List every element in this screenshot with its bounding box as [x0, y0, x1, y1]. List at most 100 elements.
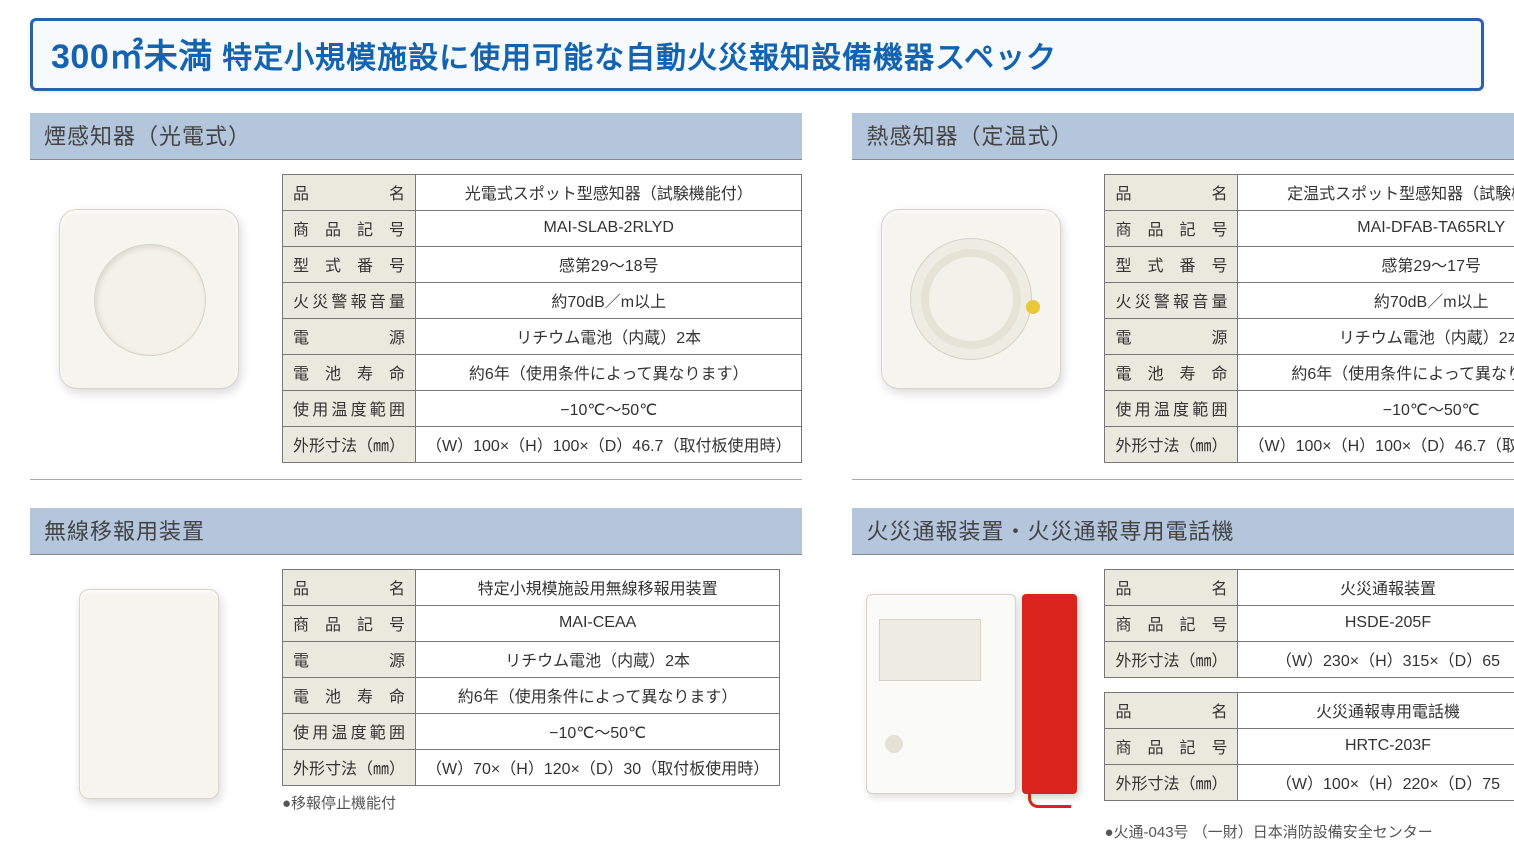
spec-table-relay: 品 名特定小規模施設用無線移報用装置 商 品 記 号MAI-CEAA 電 源リチ…: [282, 569, 780, 786]
spec-value: リチウム電池（内蔵）2本: [1238, 319, 1514, 355]
spec-table-smoke: 品 名光電式スポット型感知器（試験機能付） 商 品 記 号MAI-SLAB-2R…: [282, 174, 802, 463]
table-row: 電 源リチウム電池（内蔵）2本: [1105, 319, 1514, 355]
product-image-heat: [852, 174, 1090, 424]
spec-value: リチウム電池（内蔵）2本: [416, 642, 780, 678]
subheading-smoke: 煙感知器（光電式）: [30, 113, 802, 160]
table-row: 火災警報音量約70dB／m以上: [1105, 283, 1514, 319]
product-image-alarm: [852, 569, 1090, 819]
table-row: 外形寸法（㎜）（W）230×（H）315×（D）65: [1105, 642, 1514, 678]
spec-label: 商 品 記 号: [283, 606, 416, 642]
smoke-detector-icon: [59, 209, 239, 389]
spec-value: 感第29～17号: [1238, 247, 1514, 283]
spec-table-alarm-phone: 品 名火災通報専用電話機 商 品 記 号HRTC-203F 外形寸法（㎜）（W）…: [1104, 692, 1514, 801]
table-row: 品 名火災通報装置: [1105, 570, 1514, 606]
table-row: 使用温度範囲−10℃～50℃: [283, 391, 802, 427]
subheading-alarm: 火災通報装置・火災通報専用電話機: [852, 508, 1514, 555]
spec-label: 外形寸法（㎜）: [283, 750, 416, 786]
table-row: 電 池 寿 命約6年（使用条件によって異なります）: [1105, 355, 1514, 391]
panel-wireless-relay: 無線移報用装置 品 名特定小規模施設用無線移報用装置 商 品 記 号MAI-CE…: [30, 508, 802, 842]
spec-label: 外形寸法（㎜）: [283, 427, 416, 463]
alarm-panel-icon: [866, 594, 1016, 794]
table-row: 品 名定温式スポット型感知器（試験機能付）: [1105, 175, 1514, 211]
spec-value: （W）70×（H）120×（D）30（取付板使用時）: [416, 750, 780, 786]
spec-value: 約6年（使用条件によって異なります）: [1238, 355, 1514, 391]
table-row: 品 名火災通報専用電話機: [1105, 693, 1514, 729]
product-image-relay: [30, 569, 268, 819]
title-area-num: 300㎡未満: [51, 38, 213, 76]
spec-label: 電 池 寿 命: [1105, 355, 1238, 391]
spec-label: 型 式 番 号: [283, 247, 416, 283]
spec-value: 特定小規模施設用無線移報用装置: [416, 570, 780, 606]
spec-label: 商 品 記 号: [1105, 729, 1238, 765]
title-rest: 特定小規模施設に使用可能な自動火災報知設備機器スペック: [213, 42, 1057, 75]
relay-device-icon: [79, 589, 219, 799]
divider: [852, 479, 1514, 480]
table-row: 商 品 記 号MAI-DFAB-TA65RLY: [1105, 211, 1514, 247]
spec-label: 電 池 寿 命: [283, 678, 416, 714]
heat-detector-icon: [881, 209, 1061, 389]
table-row: 外形寸法（㎜）（W）100×（H）100×（D）46.7（取付板使用時）: [1105, 427, 1514, 463]
red-phone-icon: [1022, 594, 1077, 794]
spec-label: 電 池 寿 命: [283, 355, 416, 391]
product-image-smoke: [30, 174, 268, 424]
spec-table-heat: 品 名定温式スポット型感知器（試験機能付） 商 品 記 号MAI-DFAB-TA…: [1104, 174, 1514, 463]
spec-label: 品 名: [1105, 570, 1238, 606]
spec-label: 外形寸法（㎜）: [1105, 765, 1238, 801]
spec-label: 電 源: [283, 642, 416, 678]
spec-label: 使用温度範囲: [283, 391, 416, 427]
spec-label: 品 名: [1105, 175, 1238, 211]
table-row: 火災警報音量約70dB／m以上: [283, 283, 802, 319]
spec-value: 定温式スポット型感知器（試験機能付）: [1238, 175, 1514, 211]
spec-value: −10℃～50℃: [1238, 391, 1514, 427]
spec-label: 商 品 記 号: [1105, 211, 1238, 247]
table-row: 電 源リチウム電池（内蔵）2本: [283, 642, 780, 678]
subheading-heat: 熱感知器（定温式）: [852, 113, 1514, 160]
spec-label: 商 品 記 号: [283, 211, 416, 247]
spec-value: 火災通報装置: [1238, 570, 1514, 606]
note-relay: ●移報停止機能付: [282, 792, 780, 813]
table-row: 品 名光電式スポット型感知器（試験機能付）: [283, 175, 802, 211]
spec-value: MAI-CEAA: [416, 606, 780, 642]
spec-value: 約6年（使用条件によって異なります）: [416, 678, 780, 714]
spec-label: 外形寸法（㎜）: [1105, 427, 1238, 463]
spec-label: 商 品 記 号: [1105, 606, 1238, 642]
spec-value: 約70dB／m以上: [416, 283, 802, 319]
spec-label: 外形寸法（㎜）: [1105, 642, 1238, 678]
spec-label: 電 源: [1105, 319, 1238, 355]
spec-value: 火災通報専用電話機: [1238, 693, 1514, 729]
spec-value: （W）230×（H）315×（D）65: [1238, 642, 1514, 678]
divider: [30, 479, 802, 480]
spec-value: −10℃～50℃: [416, 391, 802, 427]
table-row: 電 池 寿 命約6年（使用条件によって異なります）: [283, 678, 780, 714]
spec-label: 電 源: [283, 319, 416, 355]
table-row: 商 品 記 号MAI-CEAA: [283, 606, 780, 642]
spec-value: 感第29～18号: [416, 247, 802, 283]
table-row: 型 式 番 号感第29～18号: [283, 247, 802, 283]
spec-label: 品 名: [283, 570, 416, 606]
subheading-relay: 無線移報用装置: [30, 508, 802, 555]
panel-heat-detector: 熱感知器（定温式） 品 名定温式スポット型感知器（試験機能付） 商 品 記 号M…: [852, 113, 1514, 480]
spec-label: 品 名: [283, 175, 416, 211]
panel-fire-alarm: 火災通報装置・火災通報専用電話機 品 名火災通報装置 商 品 記 号HSDE-2…: [852, 508, 1514, 842]
spec-label: 品 名: [1105, 693, 1238, 729]
spec-value: 約70dB／m以上: [1238, 283, 1514, 319]
spec-value: （W）100×（H）220×（D）75: [1238, 765, 1514, 801]
table-row: 外形寸法（㎜）（W）100×（H）220×（D）75: [1105, 765, 1514, 801]
table-row: 品 名特定小規模施設用無線移報用装置: [283, 570, 780, 606]
table-row: 使用温度範囲−10℃～50℃: [283, 714, 780, 750]
spec-value: MAI-SLAB-2RLYD: [416, 211, 802, 247]
spec-value: MAI-DFAB-TA65RLY: [1238, 211, 1514, 247]
spec-value: 光電式スポット型感知器（試験機能付）: [416, 175, 802, 211]
spec-value: リチウム電池（内蔵）2本: [416, 319, 802, 355]
table-row: 商 品 記 号HSDE-205F: [1105, 606, 1514, 642]
spec-label: 使用温度範囲: [283, 714, 416, 750]
table-row: 外形寸法（㎜）（W）70×（H）120×（D）30（取付板使用時）: [283, 750, 780, 786]
spec-value: （W）100×（H）100×（D）46.7（取付板使用時）: [1238, 427, 1514, 463]
page-title-bar: 300㎡未満 特定小規模施設に使用可能な自動火災報知設備機器スペック: [30, 18, 1484, 91]
spec-label: 火災警報音量: [283, 283, 416, 319]
table-row: 商 品 記 号HRTC-203F: [1105, 729, 1514, 765]
spec-value: （W）100×（H）100×（D）46.7（取付板使用時）: [416, 427, 802, 463]
spec-value: HSDE-205F: [1238, 606, 1514, 642]
spec-value: 約6年（使用条件によって異なります）: [416, 355, 802, 391]
table-row: 商 品 記 号MAI-SLAB-2RLYD: [283, 211, 802, 247]
